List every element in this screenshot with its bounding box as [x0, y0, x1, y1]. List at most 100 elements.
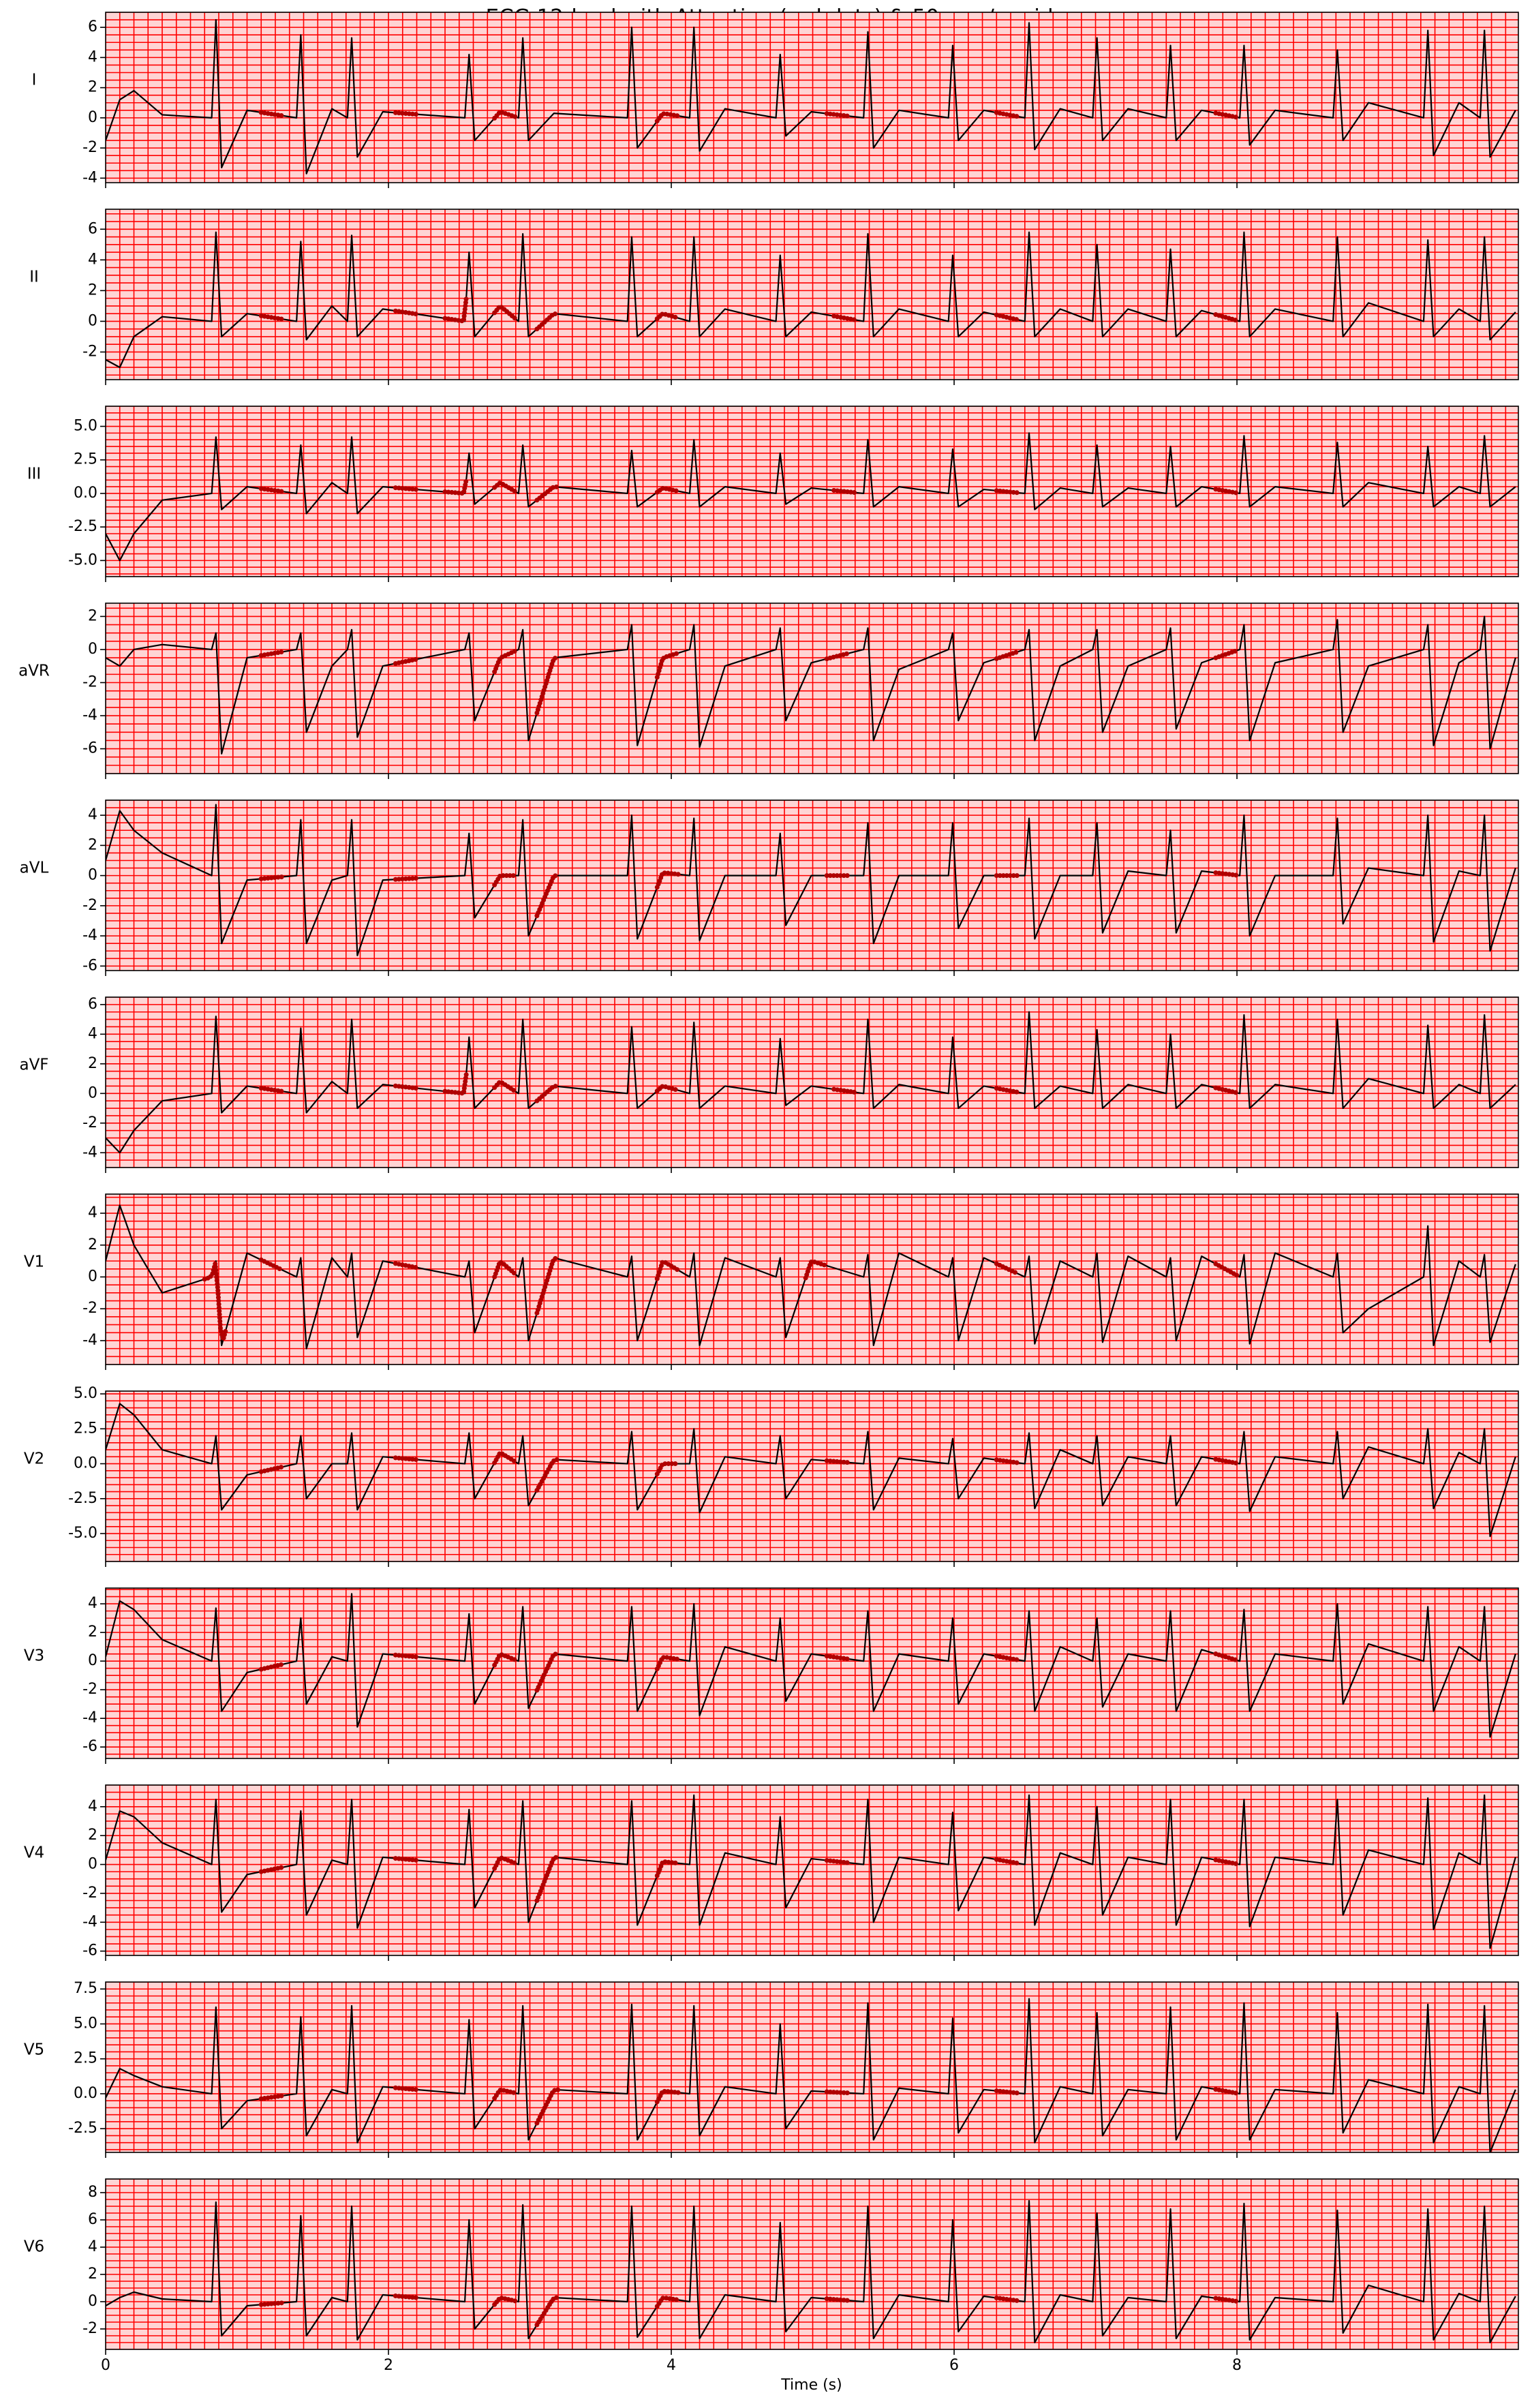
y-tick-label: 0 — [88, 312, 97, 329]
attention-dots — [492, 2088, 519, 2101]
attention-dots — [258, 313, 285, 322]
attention-dots — [393, 1455, 420, 1463]
y-tick-label: 2 — [88, 281, 97, 299]
trace-group — [106, 1593, 1516, 1738]
y-tick-label: -2 — [82, 343, 97, 360]
attention-dots — [393, 1856, 420, 1863]
attention-dots — [831, 1086, 858, 1095]
y-tick-label: 2 — [88, 1624, 97, 1641]
attention-dots — [994, 1653, 1020, 1662]
attention-dots — [1213, 870, 1240, 878]
panel — [106, 800, 1518, 971]
y-tick-label: 2 — [88, 1055, 97, 1072]
y-tick-label: -4 — [82, 1913, 97, 1930]
trace-group — [106, 2199, 1516, 2344]
attention-dots — [442, 1072, 469, 1096]
y-tick-label: -2.5 — [68, 518, 97, 535]
plot-frame — [105, 2178, 1519, 2350]
y-tick-label: -4 — [82, 927, 97, 944]
lead-label: V5 — [24, 2041, 44, 2059]
attention-dots — [824, 2296, 851, 2303]
attention-dots — [534, 1651, 561, 1693]
attention-dots — [492, 873, 519, 887]
attention-dots — [654, 2295, 681, 2309]
trace-group — [106, 231, 1516, 369]
attention-dots — [492, 1450, 519, 1465]
trace-group — [106, 1011, 1516, 1154]
y-tick-label: 2.5 — [74, 2050, 97, 2067]
attention-dots — [492, 303, 519, 322]
attention-dots — [534, 1084, 561, 1103]
x-tick-label: 8 — [1232, 2357, 1242, 2374]
y-tick-label: 6 — [88, 2211, 97, 2228]
attention-dots — [1213, 487, 1240, 496]
x-tick-label: 2 — [384, 2357, 393, 2374]
y-tick-label: 2 — [88, 1827, 97, 1844]
attention-dots — [1213, 647, 1240, 660]
lead-label: V6 — [24, 2238, 44, 2256]
trace-group — [106, 804, 1516, 956]
plot-frame — [105, 12, 1519, 183]
attention-dots — [258, 110, 285, 119]
attention-dots — [994, 1857, 1020, 1866]
attention-dots — [994, 488, 1020, 496]
attention-dots — [654, 311, 681, 322]
plot-background — [106, 800, 1518, 971]
attention-dots — [393, 308, 420, 317]
attention-dots — [258, 2093, 285, 2101]
attention-dots — [1213, 1085, 1240, 1095]
attention-dots — [1213, 2086, 1240, 2096]
attention-dots — [393, 1083, 420, 1091]
y-tick-label: 2.5 — [74, 451, 97, 468]
lead-label: V2 — [24, 1450, 44, 1468]
attention-dots — [824, 2089, 851, 2096]
y-tick-label: 2 — [88, 607, 97, 624]
attention-dots — [492, 109, 519, 121]
y-tick-label: -5.0 — [68, 1525, 97, 1542]
attention-dots — [393, 485, 420, 492]
attention-dots — [492, 480, 519, 495]
x-tick-label: 0 — [101, 2357, 110, 2374]
y-tick-label: -2 — [82, 1300, 97, 1317]
panel — [106, 406, 1518, 577]
attention-dots — [534, 873, 561, 919]
attention-dots — [258, 486, 285, 494]
y-tick-label: 4 — [88, 48, 97, 65]
attention-dots — [654, 485, 681, 495]
attention-dots — [994, 649, 1020, 661]
y-tick-label: 0 — [88, 1856, 97, 1873]
y-tick-label: 7.5 — [74, 1980, 97, 1997]
x-tick-label: 4 — [667, 2357, 676, 2374]
attention-dots — [393, 876, 420, 882]
attention-dots — [534, 1855, 561, 1903]
panel — [106, 1982, 1518, 2152]
attention-dots — [1213, 311, 1240, 323]
y-tick-label: -4 — [82, 1144, 97, 1161]
y-tick-label: -6 — [82, 957, 97, 974]
attention-dots — [654, 1461, 681, 1477]
y-tick-label: 0 — [88, 1652, 97, 1669]
attention-dots — [492, 1855, 519, 1871]
y-tick-label: -6 — [82, 740, 97, 757]
plot-frame — [105, 996, 1519, 1168]
attention-dots — [994, 1086, 1020, 1095]
ecg-trace — [106, 1204, 1516, 1350]
attention-dots — [824, 1858, 851, 1865]
attention-dots — [202, 1263, 228, 1349]
lead-label: III — [27, 466, 41, 483]
y-tick-label: -2.5 — [68, 2120, 97, 2137]
lead-label: II — [29, 269, 39, 286]
plot-background — [106, 12, 1518, 183]
y-tick-label: 6 — [88, 220, 97, 237]
y-tick-label: 4 — [88, 806, 97, 823]
y-tick-label: 0 — [88, 2293, 97, 2310]
attention-dots — [654, 1259, 681, 1281]
y-tick-label: -4 — [82, 169, 97, 186]
attention-dots — [994, 110, 1020, 119]
attention-dots — [654, 111, 681, 124]
y-tick-label: 6 — [88, 996, 97, 1013]
attention-dots — [258, 649, 285, 658]
attention-dots — [994, 2295, 1020, 2304]
x-axis-label: Time (s) — [780, 2377, 842, 2394]
